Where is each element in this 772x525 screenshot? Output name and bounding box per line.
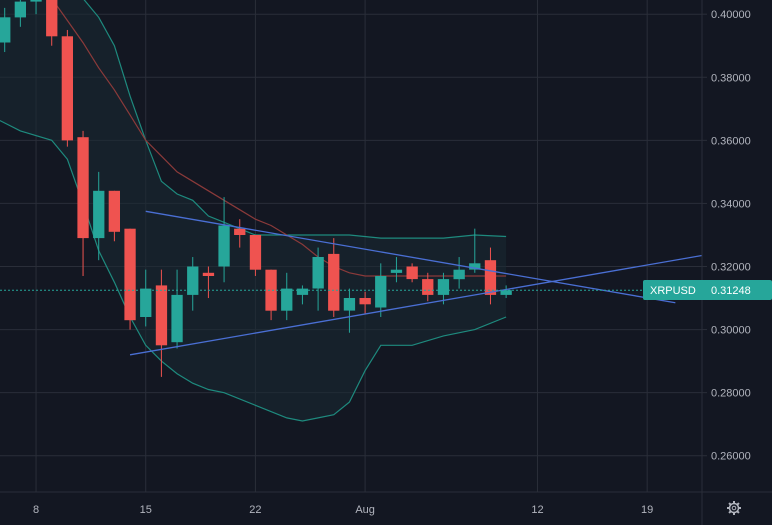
price-axis[interactable]: 0.40000 0.38000 0.36000 0.34000 0.32000 0.300… (702, 9, 751, 463)
candle-body (437, 279, 450, 295)
y-tick-label: 0.28000 (711, 388, 751, 400)
x-tick-label: 8 (33, 504, 39, 516)
candle-body (187, 266, 199, 295)
candle-body (500, 290, 512, 295)
candle-body (453, 269, 465, 280)
y-tick-label: 0.32000 (711, 262, 751, 274)
trendlines[interactable] (129, 210, 702, 356)
candle-body (202, 272, 215, 276)
price-badge: XRPUSD 0.31248 (643, 280, 772, 300)
candle-body (484, 260, 497, 295)
candle-body (140, 288, 152, 317)
candle-body (108, 190, 120, 232)
trendline (129, 254, 702, 356)
x-tick-label: 19 (641, 504, 653, 516)
candle-body (469, 263, 481, 270)
candle-body (359, 298, 371, 305)
x-tick-label: 12 (531, 504, 543, 516)
y-tick-label: 0.38000 (711, 72, 751, 84)
bollinger-upper-line (83, 0, 507, 239)
candle-body (375, 276, 387, 308)
y-tick-label: 0.34000 (711, 198, 751, 210)
candle-body (281, 288, 293, 311)
price-badge-background (643, 280, 772, 300)
candles (0, 0, 512, 377)
trendline (145, 210, 676, 304)
y-tick-label: 0.40000 (711, 9, 751, 21)
bollinger-band-fill (0, 0, 507, 421)
candle-body (296, 288, 309, 295)
candle-body (218, 225, 230, 267)
candle-body (61, 36, 73, 141)
time-axis[interactable]: 8 15 22 Aug 12 19 (33, 504, 653, 516)
gear-ring (728, 502, 740, 514)
candle-body (46, 0, 58, 37)
candle-body (406, 266, 418, 280)
candle-body (422, 279, 434, 295)
x-tick-label: Aug (355, 504, 375, 516)
candle-body (390, 269, 403, 273)
candle-body (265, 269, 277, 311)
bollinger-basis-line (52, 0, 507, 277)
y-tick-label: 0.26000 (711, 451, 751, 463)
price-badge-symbol: XRPUSD (650, 285, 696, 297)
candle-body (30, 0, 42, 2)
gear-hub (731, 505, 737, 511)
price-badge-price: 0.31248 (711, 285, 751, 297)
candle-body (343, 298, 356, 311)
y-tick-label: 0.30000 (711, 325, 751, 337)
candle-body (155, 285, 168, 346)
candle-body (124, 228, 136, 321)
candle-body (77, 137, 89, 239)
candle-body (14, 1, 26, 18)
candle-body (234, 228, 246, 235)
candle-body (93, 190, 105, 239)
gear-icon[interactable] (727, 501, 741, 515)
y-tick-label: 0.36000 (711, 135, 751, 147)
candle-body (249, 235, 262, 270)
x-tick-label: 15 (140, 504, 152, 516)
candle-body (312, 257, 324, 289)
candle-body (0, 17, 11, 43)
candle-body (171, 294, 183, 343)
x-tick-label: 22 (249, 504, 261, 516)
candle-body (328, 253, 340, 311)
